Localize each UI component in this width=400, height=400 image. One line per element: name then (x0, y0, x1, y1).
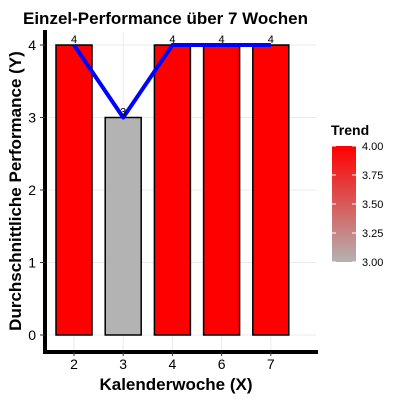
bar-3 (104, 116, 142, 336)
x-tick-label-6: 6 (218, 356, 226, 372)
y-tick-label: 1 (28, 255, 36, 271)
data-label-3: 3 (120, 107, 126, 119)
trend-line (72, 43, 271, 120)
y-tick-label: 2 (28, 182, 36, 198)
data-label-2: 4 (71, 34, 77, 46)
bar-6 (202, 44, 241, 336)
data-label-4: 4 (169, 34, 175, 46)
data-label-6: 4 (219, 34, 225, 46)
y-tick-label: 4 (28, 37, 36, 53)
legend-tick-label: 3.00 (362, 257, 383, 269)
legend-tick-label: 3.75 (362, 170, 383, 182)
y-axis-ticks: 0 1 2 3 4 (28, 37, 45, 343)
legend: Trend 3.00 3.25 3.50 3.75 4.00 (331, 122, 383, 269)
data-labels: 4 3 4 4 4 (71, 34, 274, 119)
trend-line-path (72, 43, 271, 120)
chart-title: Einzel-Performance über 7 Wochen (23, 9, 308, 28)
bar-2 (55, 44, 93, 336)
x-axis-ticks: 2 3 4 6 7 (70, 352, 275, 372)
x-tick-label-7: 7 (267, 356, 275, 372)
legend-title: Trend (331, 122, 369, 138)
legend-tick-label: 4.00 (362, 141, 383, 153)
x-axis-label: Kalenderwoche (X) (99, 375, 252, 394)
x-tick-label-3: 3 (119, 356, 127, 372)
y-axis-label: Durchschnittliche Performance (Y) (6, 51, 25, 331)
data-label-7: 4 (268, 34, 274, 46)
x-tick-label-4: 4 (169, 356, 177, 372)
legend-tick-label: 3.25 (362, 228, 383, 240)
x-tick-label-2: 2 (70, 356, 78, 372)
legend-tick-label: 3.50 (362, 199, 383, 211)
y-tick-label: 3 (28, 110, 36, 126)
bars (55, 44, 290, 336)
legend-ticks: 3.00 3.25 3.50 3.75 4.00 (332, 141, 383, 269)
bar-4 (153, 44, 192, 336)
y-tick-label: 0 (28, 327, 36, 343)
bar-7 (252, 44, 290, 336)
